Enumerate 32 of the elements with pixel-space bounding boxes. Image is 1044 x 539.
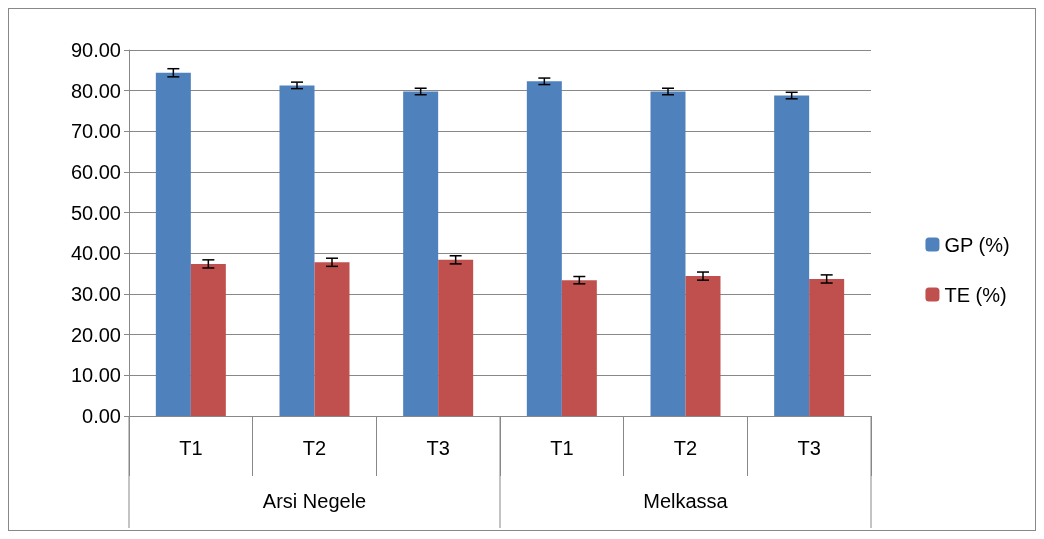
y-tick-label: 30.00 [70,283,121,305]
bar [809,278,845,416]
bar [403,91,439,416]
bar [438,259,474,416]
y-tick-label: 70.00 [70,120,121,143]
y-tick-label: 60.00 [70,161,121,183]
x-tick-label: T2 [302,437,327,459]
y-tick-label: 50.00 [70,201,121,224]
x-tick-label: T3 [426,437,450,459]
x-tick-label: T3 [797,437,821,459]
bar [685,276,721,416]
y-tick-label: 90.00 [70,39,121,61]
bar [190,263,226,416]
bar [314,262,350,416]
bar [279,85,315,416]
bar [155,72,191,416]
x-tick-label: T1 [550,437,574,459]
bar [561,280,597,416]
x-tick-label: T2 [673,437,698,459]
y-tick-label: 10.00 [70,364,121,387]
y-tick-label: 0.00 [82,405,121,427]
text: Melkassa [643,490,729,512]
legend-label: GP (%) [944,233,1010,256]
text: Arsi Negele [262,490,367,512]
y-tick-label: 80.00 [70,79,121,102]
y-tick-label: 40.00 [70,242,121,265]
bar [650,91,686,416]
legend-label: TE (%) [944,283,1007,306]
y-tick-label: 20.00 [70,323,121,346]
bar [526,81,562,416]
bar [774,95,810,416]
x-tick-label: T1 [179,437,203,459]
